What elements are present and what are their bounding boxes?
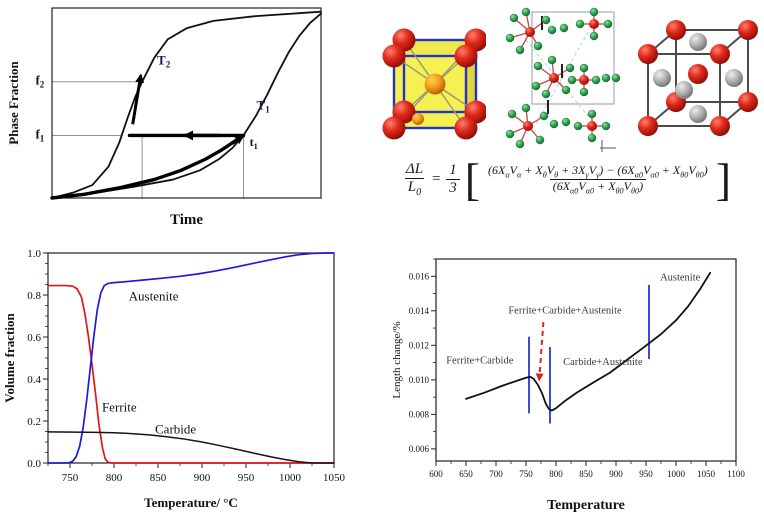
plot-box [51,7,322,199]
annotation-austenite: Austenite [129,288,179,303]
x-tick-label: 1050 [323,472,346,484]
length-change-vs-temperature-plot: 600 650 700 750 800 850 900 950 1000 1050 1100 0.00… [391,258,745,513]
x-tick-label: 600 [429,469,443,479]
y-tick-label: 0.8 [27,290,41,302]
x-tick-label: 900 [609,469,623,479]
axis-mark [600,140,616,152]
corner-atoms-back [666,20,758,112]
crystal-structures-and-equation: ΔL L0 = 1 3 [ (6XαVα + XθVθ + 3XγVγ) − (… [370,4,764,236]
annotation-t-1-: T1 [257,97,271,114]
l-zero: L0 [404,177,425,198]
lhs-fraction: ΔL L0 [403,161,426,198]
open-bracket: [ [464,154,481,205]
y-tick-label: 0.012 [409,340,429,350]
series-T2-curve [51,10,322,199]
x-tick-label: 650 [459,469,473,479]
cementite-structure-diagram [505,7,621,152]
interstitial-atom [412,113,424,125]
cube-edges-front [647,53,721,127]
body-center-atom [424,73,446,95]
series-dilatation-curve [465,271,712,412]
x-tick-label: 750 [62,472,79,484]
y-tick-label: 0.4 [27,374,41,386]
equation-denominator: (6Xα0Vα0 + Xθ0Vθ0) [549,179,647,196]
close-bracket: ] [715,154,732,205]
fcc-unit-cell-diagram [638,20,758,136]
main-fraction: (6XαVα + XθVθ + 3XγVγ) − (6Xα0Vα0 + Xθ0V… [485,162,711,196]
equation-numerator: (6XαVα + XθVθ + 3XγVγ) − (6Xα0Vα0 + Xθ0V… [488,162,708,179]
arrow-annotation [131,73,145,125]
y-axis-label: Phase Fraction [6,61,21,145]
y-tick-label: 0.010 [409,375,430,385]
annotation-ferrite-carbide: Ferrite+Carbide [446,355,513,366]
y-tick-label: 0.008 [409,410,430,420]
x-tick-label: 800 [549,469,563,479]
annotation-t-1-: t1 [250,135,258,151]
y-axis-label: Length change/% [391,321,403,398]
x-tick-label: 700 [489,469,503,479]
annotation-carbide: Carbide [155,422,196,437]
x-axis-label: Temperature/ °C [144,495,238,510]
annotation-f-1-: f1 [35,127,44,144]
dilatometry-equation: ΔL L0 = 1 3 [ (6XαVα + XθVθ + 3XγVγ) − (… [370,154,764,205]
annotation-carbide-austenite: Carbide+Austenite [563,357,643,368]
y-tick-label: 0.006 [409,444,430,454]
one-third-fraction: 1 3 [446,162,460,197]
face-center-atoms [653,33,743,87]
annotation-t-2-: T2 [157,52,171,69]
series-heating-path-bold [50,137,240,200]
y-axis-label: Volume fraction [2,313,17,403]
marker-ticks [541,16,563,114]
x-tick-label: 750 [519,469,533,479]
corner-atoms-front [382,44,478,140]
x-tick-label: 1000 [667,469,686,479]
face-center-atoms-front [675,81,707,123]
x-axis-label: Time [170,212,203,228]
annotation-ferrite-carbide-austenite: Ferrite+Carbide+Austenite [508,305,622,316]
transformation-kinetics-schematic: f2 f1 T2 T1 t1 Time Phase Fraction [6,7,322,228]
x-tick-label: 850 [150,472,167,484]
x-tick-label: 1050 [697,469,716,479]
length-change-chart: 600 650 700 750 800 850 900 950 1000 1050 1100 0.00… [388,243,762,517]
phase-fraction-time-plot: f2 f1 T2 T1 t1 Time Phase Fraction [6,2,351,232]
y-tick-label: 0.016 [409,271,430,281]
arrow-annotation [535,321,545,382]
x-tick-label: 1000 [279,472,302,484]
x-tick-label: 950 [238,472,255,484]
x-axis-label: Temperature [547,498,625,513]
series-Carbide [47,431,335,464]
volume-fraction-chart: 750 800 850 900 950 1000 1050 0.0 0.2 0.4 0.6 0.8 1.… [2,243,364,515]
iron-atoms [523,19,599,131]
y-tick-label: 0.6 [27,332,41,344]
x-tick-label: 850 [579,469,593,479]
y-tick-label: 0.014 [409,306,430,316]
x-tick-label: 900 [194,472,211,484]
x-tick-label: 1100 [727,469,745,479]
plot-box [435,258,737,462]
annotation-austenite: Austenite [660,273,701,284]
annotation-ferrite: Ferrite [102,400,137,415]
corner-atoms-front [638,44,730,136]
bcc-unit-cell-diagram [382,28,486,140]
series-Austenite [47,252,335,464]
delta-l: ΔL [405,160,424,177]
volume-fraction-vs-temperature-plot: 750 800 850 900 950 1000 1050 0.0 0.2 0.4 0.6 0.8 1.… [2,248,346,510]
unit-cell-outline [531,11,615,105]
series-T1-curve [51,12,322,199]
annotation-f-2-: f2 [35,73,44,90]
carbon-atoms [505,7,621,149]
x-tick-label: 800 [106,472,123,484]
y-tick-label: 0.0 [27,458,41,470]
x-tick-label: 950 [639,469,653,479]
equals-sign: = [431,171,442,188]
body-center-atom [688,64,708,84]
y-tick-label: 1.0 [27,248,41,260]
arrow-annotation [231,135,245,145]
series-Ferrite [47,284,335,464]
y-tick-label: 0.2 [27,416,41,428]
